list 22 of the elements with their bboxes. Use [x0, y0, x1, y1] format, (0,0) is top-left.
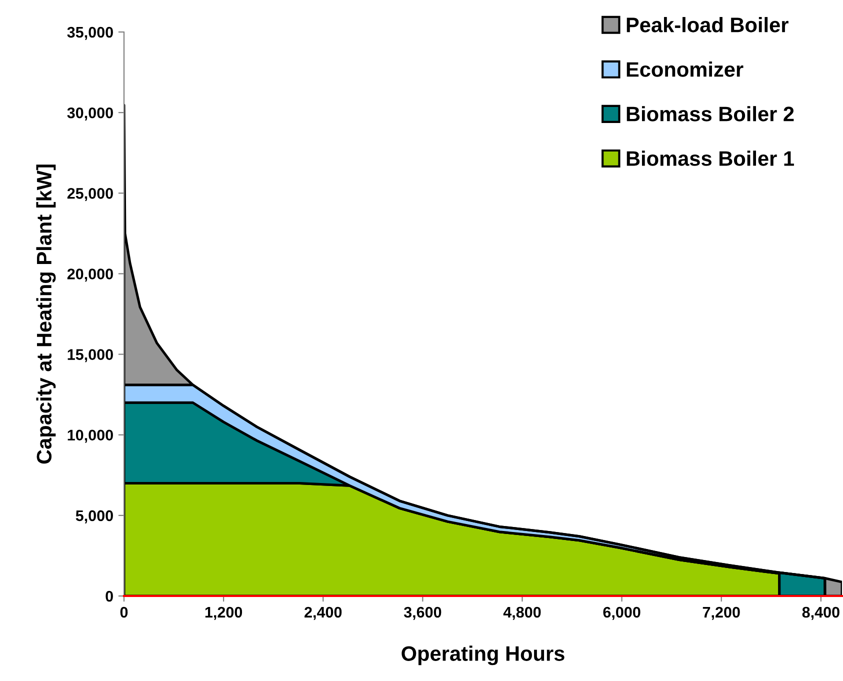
- y-tick-label: 0: [106, 590, 113, 602]
- y-tick-label: 30,000: [67, 107, 113, 120]
- x-axis-title: Operating Hours: [402, 646, 564, 666]
- x-tick-label: 4,800: [503, 606, 541, 620]
- y-tick-label: 5,000: [76, 510, 113, 524]
- y-tick-label: 25,000: [67, 188, 113, 202]
- x-tick-label: 2,400: [304, 606, 342, 620]
- x-tick-label: 1,200: [205, 606, 242, 620]
- legend-label: Biomass Boiler 2: [626, 106, 794, 122]
- x-tick-label: 8,400: [802, 606, 840, 620]
- x-tick-label: 7,200: [702, 606, 740, 620]
- y-tick-label: 10,000: [68, 430, 113, 443]
- legend-label: Economizer: [626, 62, 744, 77]
- y-tick-label: 15,000: [68, 349, 113, 362]
- legend-label: Biomass Boiler 1: [626, 150, 794, 166]
- legend-label: Peak-load Boiler: [626, 17, 788, 32]
- x-tick-label: 0: [120, 606, 128, 618]
- x-tick-label: 3,600: [404, 606, 442, 620]
- y-tick-label: 35,000: [67, 26, 113, 40]
- x-tick-label: 6,000: [603, 606, 640, 620]
- y-axis-title: Capacity at Heating Plant [kW]: [36, 164, 56, 464]
- y-tick-label: 20,000: [67, 268, 113, 282]
